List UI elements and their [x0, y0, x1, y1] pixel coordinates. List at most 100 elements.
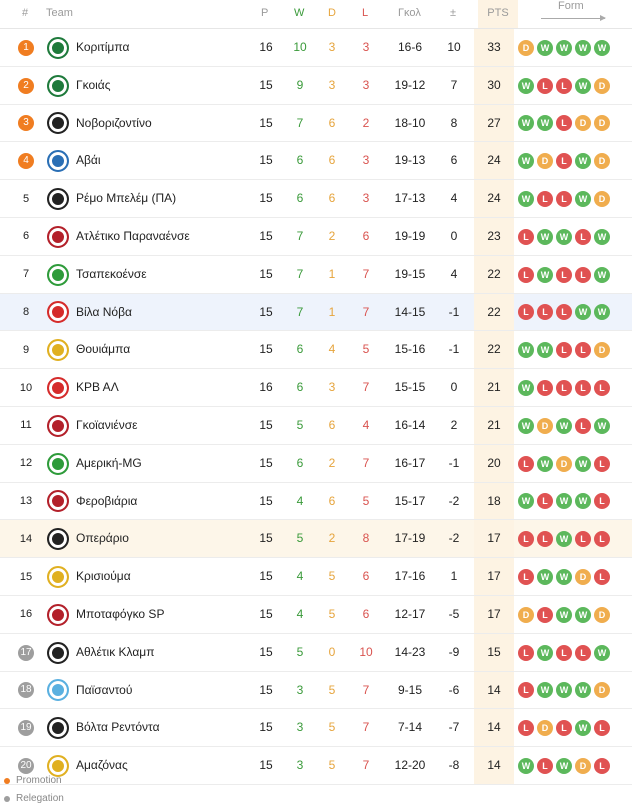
form-result-badge[interactable]: W	[537, 644, 553, 661]
form-result-badge[interactable]: W	[537, 455, 553, 472]
form-result-badge[interactable]: L	[594, 380, 610, 396]
form-result-badge[interactable]: W	[556, 39, 572, 56]
form-result-badge[interactable]: W	[537, 568, 553, 585]
form-result-badge[interactable]: W	[575, 606, 591, 623]
form-result-badge[interactable]: W	[575, 39, 591, 56]
form-result-badge[interactable]: L	[518, 720, 534, 737]
form-result-badge[interactable]: L	[594, 720, 610, 737]
table-row[interactable]: 10 ΚΡΒ ΑΛ 16 6 3 7 15-15 0 21 W L L L L	[0, 369, 632, 407]
form-result-badge[interactable]: L	[556, 266, 572, 283]
table-row[interactable]: 12 Αμερική-MG 15 6 2 7 16-17 -1 20 L W D W L	[0, 444, 632, 483]
team-name-link[interactable]: Οπεράριο	[76, 531, 129, 546]
form-result-badge[interactable]: L	[556, 304, 572, 321]
form-result-badge[interactable]: L	[518, 568, 534, 585]
form-result-badge[interactable]: L	[537, 304, 553, 321]
form-result-badge[interactable]: W	[518, 757, 534, 774]
form-result-badge[interactable]: L	[594, 531, 610, 548]
team-name-link[interactable]: Αμαζόνας	[76, 758, 128, 773]
header-points[interactable]: PTS	[478, 0, 518, 28]
table-row[interactable]: 20 Αμαζόνας 15 3 5 7 12-20 -8 14 W L W D L	[0, 747, 632, 785]
table-row[interactable]: 15 Κρισιούμα 15 4 5 6 17-16 1 17 L W W D L	[0, 558, 632, 596]
form-result-badge[interactable]: W	[556, 531, 572, 548]
team-name-link[interactable]: Ρέμο Μπελέμ (ΠΑ)	[76, 191, 177, 206]
form-result-badge[interactable]: D	[594, 191, 610, 208]
table-row[interactable]: 4 Αβάι 15 6 6 3 19-13 6 24 W D L W D	[0, 142, 632, 181]
form-result-badge[interactable]: L	[518, 228, 534, 245]
team-name-link[interactable]: Ατλέτικο Παραναένσε	[76, 228, 190, 243]
form-result-badge[interactable]: W	[575, 455, 591, 472]
form-result-badge[interactable]: W	[556, 757, 572, 774]
form-result-badge[interactable]: W	[556, 417, 572, 434]
table-row[interactable]: 11 Γκοϊανιένσε 15 5 6 4 16-14 2 21 W D W L W	[0, 406, 632, 445]
table-row[interactable]: 19 Βόλτα Ρεντόντα 15 3 5 7 7-14 -7 14 L D L W L	[0, 709, 632, 748]
table-row[interactable]: 7 Τσαπεκοένσε 15 7 1 7 19-15 4 22 L W L L W	[0, 255, 632, 294]
form-result-badge[interactable]: L	[537, 493, 553, 510]
form-result-badge[interactable]: W	[556, 568, 572, 585]
form-result-badge[interactable]: W	[518, 417, 534, 434]
form-result-badge[interactable]: L	[556, 342, 572, 359]
form-result-badge[interactable]: W	[594, 417, 610, 434]
form-result-badge[interactable]: L	[575, 531, 591, 548]
form-result-badge[interactable]: L	[518, 682, 534, 699]
form-result-badge[interactable]: W	[594, 266, 610, 283]
team-name-link[interactable]: Αμερική-MG	[76, 455, 142, 470]
form-result-badge[interactable]: W	[518, 115, 534, 132]
table-row[interactable]: 18 Παϊσαντού 15 3 5 7 9-15 -6 14 L W W W D	[0, 671, 632, 710]
form-result-badge[interactable]: D	[575, 115, 591, 132]
table-row[interactable]: 16 Μποταφόγκο SP 15 4 5 6 12-17 -5 17 D L W W D	[0, 595, 632, 634]
team-name-link[interactable]: Αθλέτικ Κλαμπ	[76, 644, 155, 659]
form-result-badge[interactable]: W	[575, 191, 591, 208]
table-row[interactable]: 1 Κοριτίμπα 16 10 3 3 16-6 10 33 D W W W W	[0, 29, 632, 67]
form-result-badge[interactable]: D	[537, 153, 553, 170]
form-result-badge[interactable]: W	[594, 304, 610, 321]
header-losses[interactable]: L	[362, 7, 369, 19]
form-result-badge[interactable]: L	[537, 757, 553, 774]
form-result-badge[interactable]: L	[556, 380, 572, 396]
form-result-badge[interactable]: W	[556, 228, 572, 245]
form-result-badge[interactable]: W	[518, 342, 534, 359]
team-name-link[interactable]: Γκοϊανιένσε	[76, 417, 138, 432]
form-result-badge[interactable]: L	[518, 644, 534, 661]
form-result-badge[interactable]: D	[594, 153, 610, 170]
form-result-badge[interactable]: L	[537, 531, 553, 548]
team-name-link[interactable]: Βόλτα Ρεντόντα	[76, 720, 160, 735]
form-result-badge[interactable]: W	[518, 191, 534, 208]
team-name-link[interactable]: Νοβοριζοντίνο	[76, 115, 152, 130]
form-result-badge[interactable]: L	[556, 720, 572, 737]
form-result-badge[interactable]: L	[575, 228, 591, 245]
form-result-badge[interactable]: W	[537, 682, 553, 699]
header-draws[interactable]: D	[328, 7, 336, 19]
form-result-badge[interactable]: W	[594, 39, 610, 56]
form-result-badge[interactable]: W	[537, 266, 553, 283]
form-result-badge[interactable]: W	[556, 606, 572, 623]
table-row[interactable]: 8 Βίλα Νόβα 15 7 1 7 14-15 -1 22 L L L W W	[0, 293, 632, 332]
form-result-badge[interactable]: L	[556, 153, 572, 170]
table-row[interactable]: 9 Θουιάμπα 15 6 4 5 15-16 -1 22 W W L L D	[0, 331, 632, 370]
table-row[interactable]: 17 Αθλέτικ Κλαμπ 15 5 0 10 14-23 -9 15 L W L L W	[0, 633, 632, 672]
table-row[interactable]: 6 Ατλέτικο Παραναένσε 15 7 2 6 19-19 0 23 L W W L W	[0, 217, 632, 256]
form-result-badge[interactable]: D	[556, 455, 572, 472]
form-result-badge[interactable]: W	[537, 342, 553, 359]
form-result-badge[interactable]: W	[575, 153, 591, 170]
table-row[interactable]: 2 Γκοιάς 15 9 3 3 19-12 7 30 W L L W D	[0, 66, 632, 105]
form-result-badge[interactable]: D	[518, 39, 534, 56]
team-name-link[interactable]: Θουιάμπα	[76, 342, 131, 357]
form-result-badge[interactable]: L	[575, 266, 591, 283]
form-result-badge[interactable]: L	[575, 417, 591, 434]
form-result-badge[interactable]: D	[594, 342, 610, 359]
form-result-badge[interactable]: W	[518, 380, 534, 396]
table-row[interactable]: 14 Οπεράριο 15 5 2 8 17-19 -2 17 L L W L L	[0, 520, 632, 559]
form-result-badge[interactable]: L	[594, 455, 610, 472]
form-result-badge[interactable]: L	[556, 644, 572, 661]
form-result-badge[interactable]: L	[537, 606, 553, 623]
form-result-badge[interactable]: W	[594, 644, 610, 661]
form-result-badge[interactable]: W	[518, 77, 534, 94]
header-goals[interactable]: Γκολ	[398, 7, 421, 19]
form-result-badge[interactable]: D	[518, 606, 534, 623]
form-result-badge[interactable]: L	[537, 77, 553, 94]
header-form[interactable]: Form	[558, 0, 584, 12]
form-result-badge[interactable]: W	[537, 39, 553, 56]
form-result-badge[interactable]: L	[594, 493, 610, 510]
form-result-badge[interactable]: W	[518, 493, 534, 510]
table-row[interactable]: 5 Ρέμο Μπελέμ (ΠΑ) 15 6 6 3 17-13 4 24 W L L W D	[0, 180, 632, 218]
